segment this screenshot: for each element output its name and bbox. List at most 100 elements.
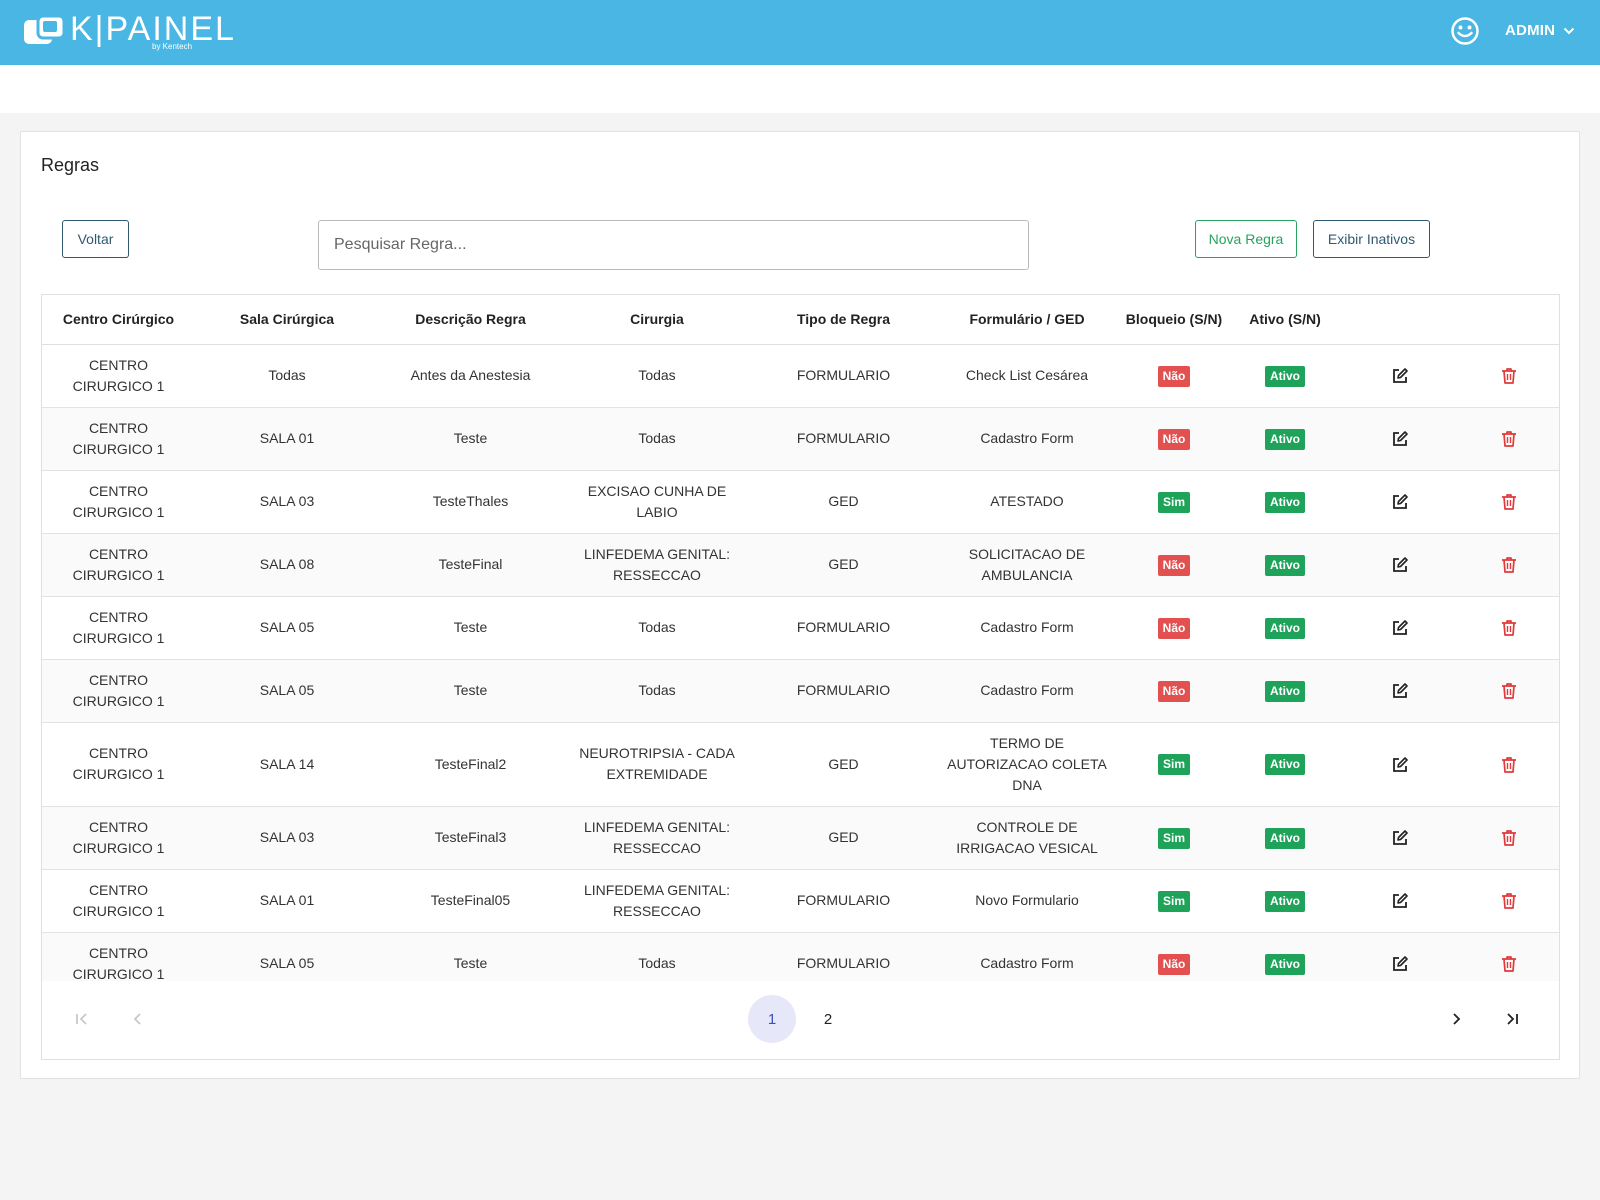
table-row: CENTRO CIRURGICO 1 SALA 01 TesteFinal05 LIN… (42, 869, 1559, 933)
trash-icon[interactable] (1499, 954, 1519, 974)
cell-centro: CENTRO CIRURGICO 1 (42, 659, 195, 723)
active-badge: Ativo (1265, 827, 1305, 849)
cell-formulario: Check List Cesárea (935, 344, 1119, 408)
column-header[interactable]: Formulário / GED (935, 295, 1119, 345)
cell-ativo: Ativo (1229, 596, 1341, 660)
show-inactive-button[interactable]: Exibir Inativos (1313, 220, 1430, 258)
table-row: CENTRO CIRURGICO 1 SALA 05 Teste Todas FORMU… (42, 596, 1559, 660)
cell-edit (1341, 470, 1459, 534)
trash-icon[interactable] (1499, 429, 1519, 449)
active-badge: Ativo (1265, 365, 1305, 387)
edit-icon[interactable] (1390, 492, 1410, 512)
table-row: CENTRO CIRURGICO 1 SALA 05 Teste Todas FORMU… (42, 659, 1559, 723)
cell-centro: CENTRO CIRURGICO 1 (42, 869, 195, 933)
cell-descricao: Antes da Anestesia (379, 344, 562, 408)
table-header-row: Centro Cirúrgico Sala Cirúrgica Descriçã… (42, 295, 1559, 345)
cell-tipo: FORMULARIO (752, 596, 935, 660)
column-header[interactable]: Cirurgia (562, 295, 752, 345)
page-1-button[interactable]: 1 (748, 995, 796, 1043)
column-header[interactable]: Bloqueio (S/N) (1119, 295, 1229, 345)
next-page-button[interactable] (1432, 995, 1480, 1043)
active-badge: Ativo (1265, 617, 1305, 639)
edit-icon[interactable] (1390, 681, 1410, 701)
logo-mark-icon (24, 14, 66, 44)
table-row: CENTRO CIRURGICO 1 SALA 03 TesteFinal3 LINF… (42, 806, 1559, 870)
cell-ativo: Ativo (1229, 470, 1341, 534)
user-menu-label[interactable]: ADMIN (1505, 22, 1556, 39)
cell-tipo: FORMULARIO (752, 869, 935, 933)
cell-centro: CENTRO CIRURGICO 1 (42, 407, 195, 471)
cell-edit (1341, 344, 1459, 408)
chevron-down-icon[interactable] (1563, 26, 1575, 36)
cell-delete (1459, 344, 1559, 408)
chevron-left-icon (133, 1013, 141, 1025)
trash-icon[interactable] (1499, 681, 1519, 701)
cell-cirurgia: LINFEDEMA GENITAL: RESSECCAO (562, 869, 752, 933)
smiley-face-icon[interactable] (1450, 16, 1480, 46)
app-logo[interactable]: K|PAINEL by Kentech (22, 10, 234, 52)
last-page-button[interactable] (1488, 995, 1536, 1043)
cell-tipo: GED (752, 806, 935, 870)
edit-icon[interactable] (1390, 555, 1410, 575)
cell-descricao: TesteThales (379, 470, 562, 534)
search-input[interactable] (318, 220, 1029, 270)
cell-formulario: ATESTADO (935, 470, 1119, 534)
first-page-button[interactable] (58, 995, 106, 1043)
rules-card: Regras Voltar Nova Regra Exibir Inativos… (20, 131, 1580, 1079)
cell-sala: Todas (195, 344, 379, 408)
cell-cirurgia: Todas (562, 407, 752, 471)
cell-cirurgia: Todas (562, 596, 752, 660)
new-rule-button[interactable]: Nova Regra (1195, 220, 1297, 258)
trash-icon[interactable] (1499, 618, 1519, 638)
back-button[interactable]: Voltar (62, 220, 129, 258)
edit-icon[interactable] (1390, 366, 1410, 386)
cell-sala: SALA 05 (195, 659, 379, 723)
edit-icon[interactable] (1390, 891, 1410, 911)
trash-icon[interactable] (1499, 828, 1519, 848)
cell-delete (1459, 722, 1559, 807)
cell-tipo: FORMULARIO (752, 407, 935, 471)
edit-icon[interactable] (1390, 828, 1410, 848)
last-page-icon (1507, 1013, 1518, 1025)
cell-delete (1459, 869, 1559, 933)
cell-sala: SALA 01 (195, 869, 379, 933)
blocking-badge: Sim (1157, 827, 1190, 849)
column-header[interactable]: Centro Cirúrgico (42, 295, 195, 345)
page-2-button[interactable]: 2 (823, 1010, 833, 1028)
cell-centro: CENTRO CIRURGICO 1 (42, 596, 195, 660)
cell-edit (1341, 806, 1459, 870)
column-header[interactable]: Ativo (S/N) (1229, 295, 1341, 345)
trash-icon[interactable] (1499, 755, 1519, 775)
edit-icon[interactable] (1390, 618, 1410, 638)
cell-tipo: GED (752, 722, 935, 807)
cell-edit (1341, 533, 1459, 597)
cell-edit (1341, 659, 1459, 723)
table-row: CENTRO CIRURGICO 1 SALA 01 Teste Todas FORMU… (42, 407, 1559, 471)
cell-ativo: Ativo (1229, 722, 1341, 807)
blocking-badge: Não (1157, 953, 1191, 975)
prev-page-button[interactable] (114, 995, 162, 1043)
edit-icon[interactable] (1390, 429, 1410, 449)
active-badge: Ativo (1265, 428, 1305, 450)
cell-bloqueio: Não (1119, 596, 1229, 660)
page-title: Regras (41, 155, 100, 175)
cell-bloqueio: Sim (1119, 869, 1229, 933)
table-row: CENTRO CIRURGICO 1 SALA 03 TesteThales EXCI… (42, 470, 1559, 534)
column-header[interactable]: Sala Cirúrgica (195, 295, 379, 345)
cell-descricao: TesteFinal3 (379, 806, 562, 870)
cell-formulario: CONTROLE DE IRRIGACAO VESICAL (935, 806, 1119, 870)
trash-icon[interactable] (1499, 555, 1519, 575)
trash-icon[interactable] (1499, 492, 1519, 512)
cell-sala: SALA 03 (195, 806, 379, 870)
column-header[interactable]: Descrição Regra (379, 295, 562, 345)
edit-icon[interactable] (1390, 954, 1410, 974)
trash-icon[interactable] (1499, 891, 1519, 911)
cell-descricao: TesteFinal (379, 533, 562, 597)
edit-icon[interactable] (1390, 755, 1410, 775)
active-badge: Ativo (1265, 890, 1305, 912)
cell-sala: SALA 03 (195, 470, 379, 534)
cell-ativo: Ativo (1229, 407, 1341, 471)
cell-descricao: Teste (379, 596, 562, 660)
trash-icon[interactable] (1499, 366, 1519, 386)
column-header[interactable]: Tipo de Regra (752, 295, 935, 345)
